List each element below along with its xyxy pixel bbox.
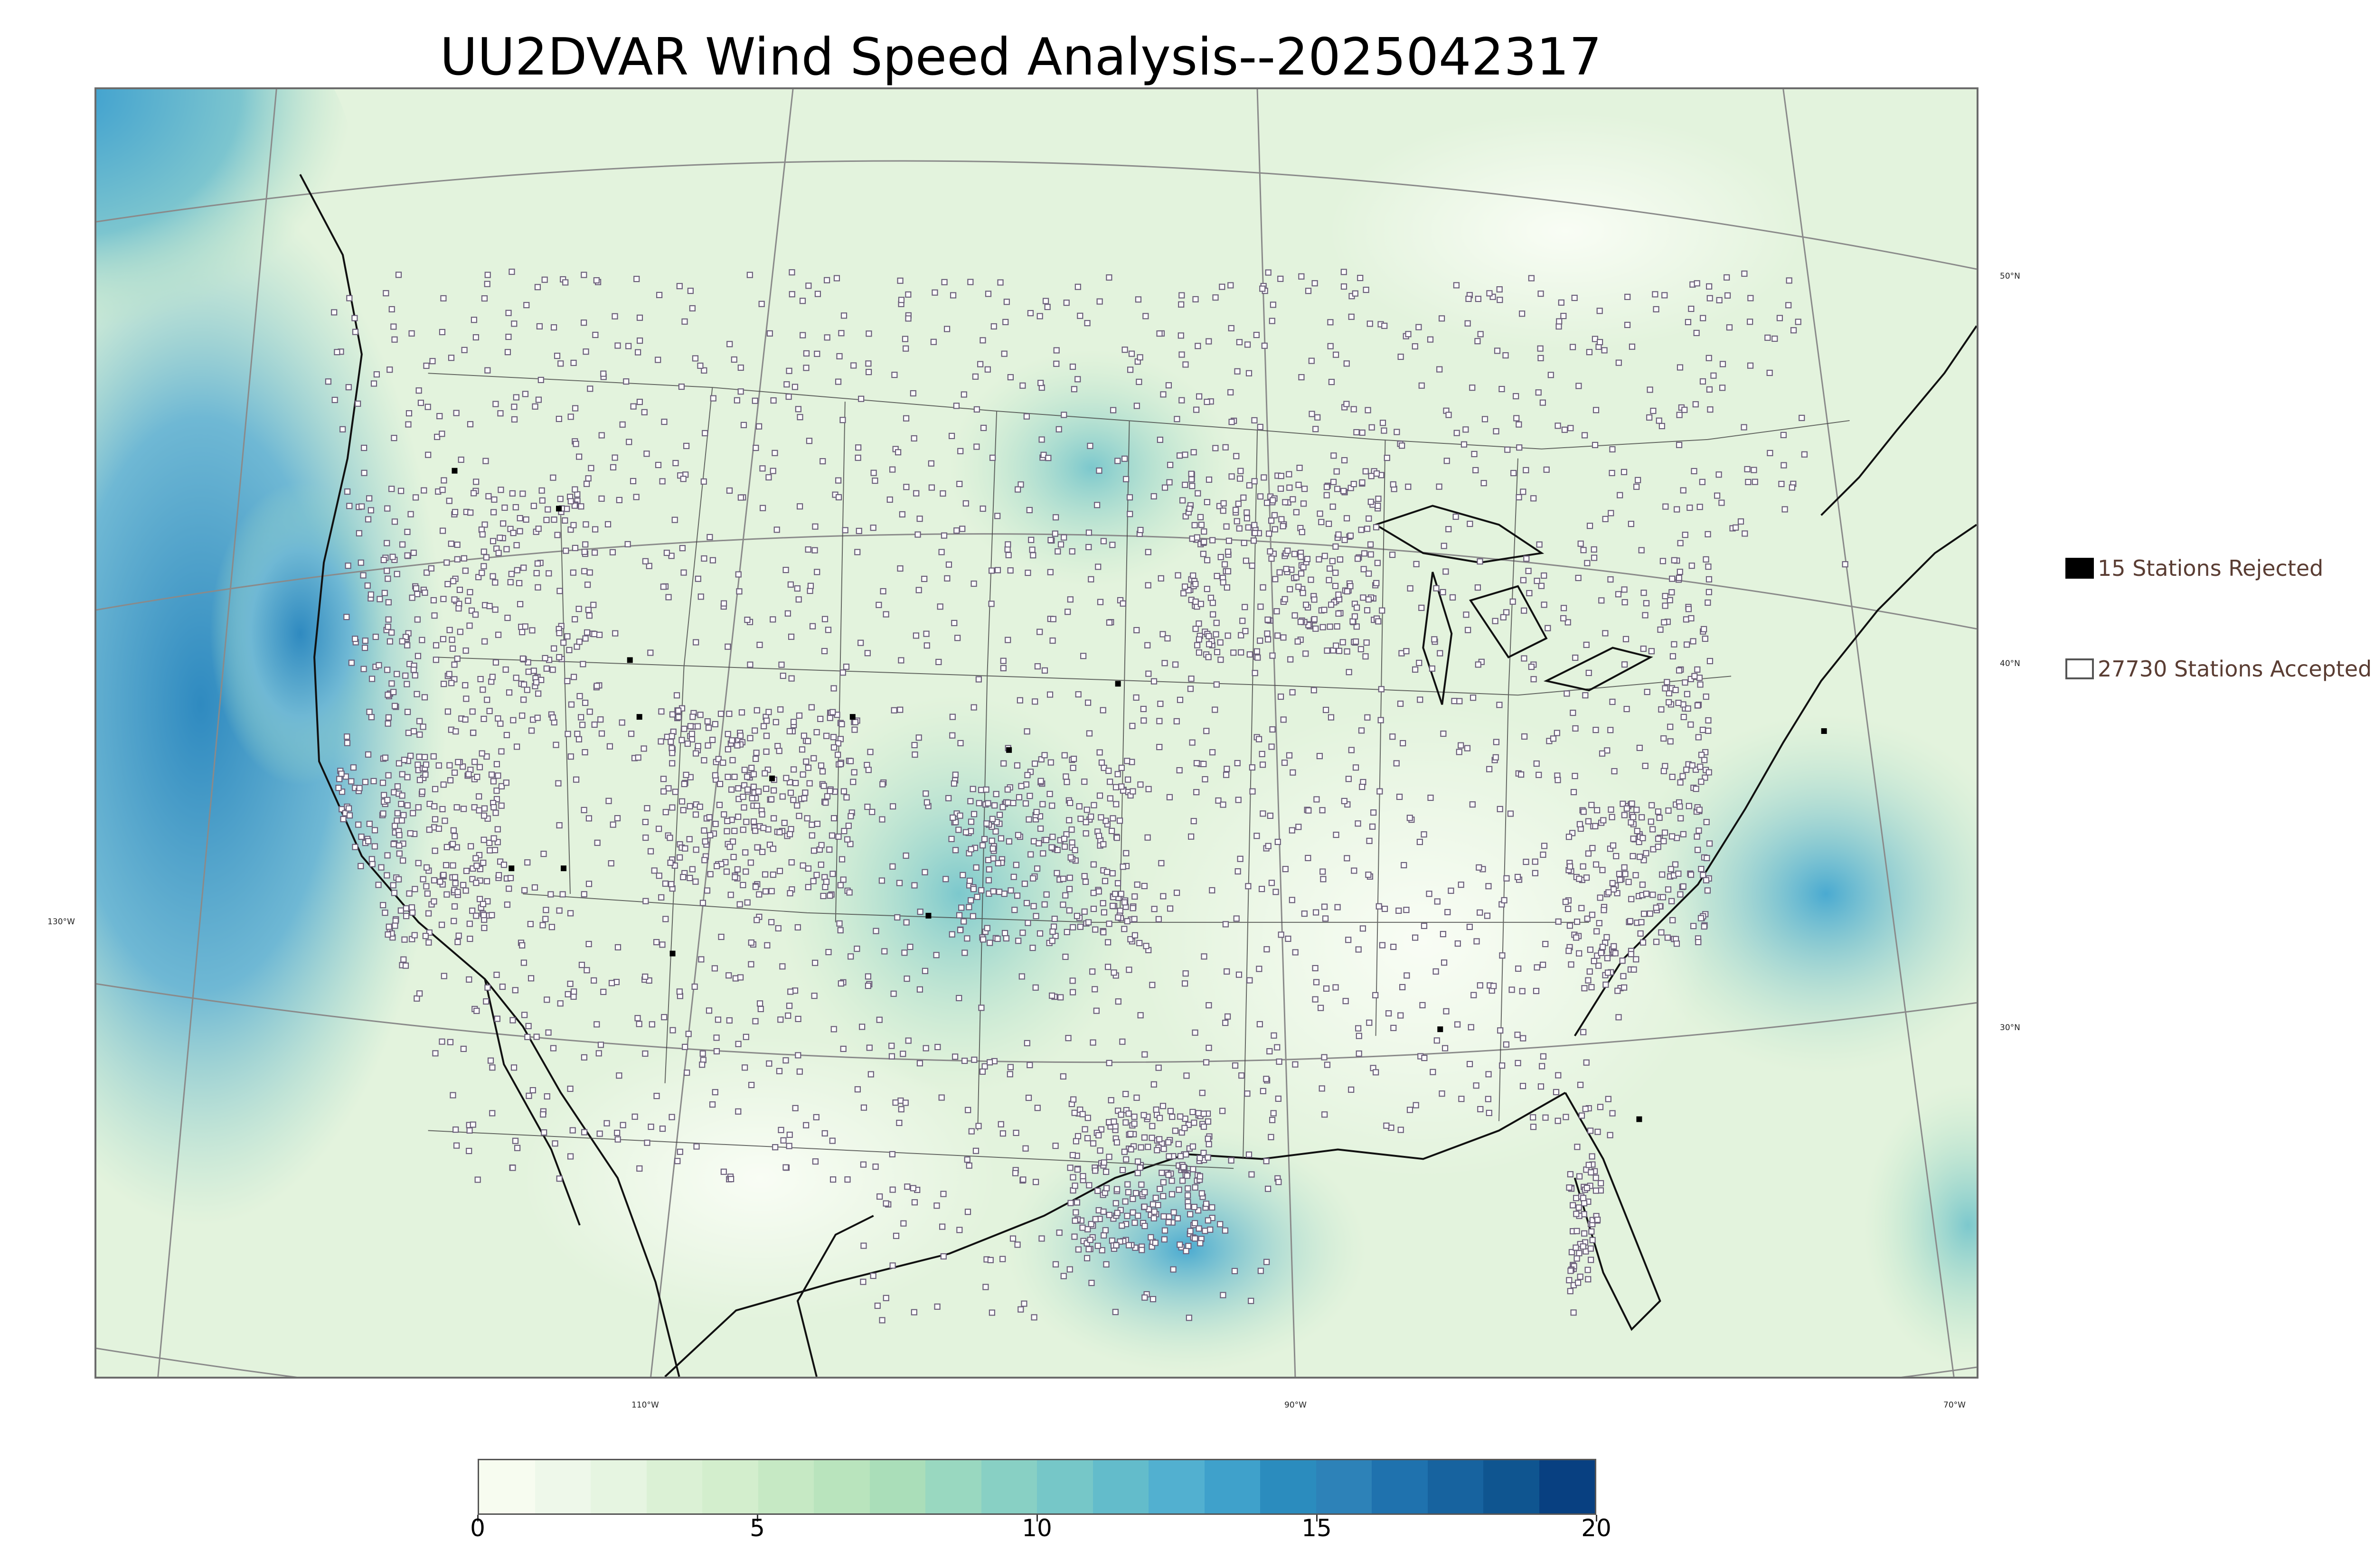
legend-rejected: 15 Stations Rejected xyxy=(2065,555,2323,581)
stations-rejected-layer xyxy=(452,468,1827,1122)
colorbar-segment xyxy=(869,1460,925,1513)
colorbar-segment xyxy=(1260,1460,1316,1513)
legend-accepted-label: 27730 Stations Accepted xyxy=(2098,656,2372,682)
colorbar-segment xyxy=(758,1460,814,1513)
colorbar-tick-label: 10 xyxy=(1022,1514,1052,1542)
colorbar-segment xyxy=(1204,1460,1260,1513)
colorbar-tick-label: 5 xyxy=(750,1514,765,1542)
colorbar-segment xyxy=(1316,1460,1372,1513)
colorbar-tick xyxy=(757,1515,758,1521)
colorbar-segment xyxy=(702,1460,758,1513)
stations-accepted-layer xyxy=(325,268,1848,1324)
colorbar-segment xyxy=(535,1460,591,1513)
colorbar-segment xyxy=(591,1460,647,1513)
colorbar-tick-label: 15 xyxy=(1301,1514,1332,1542)
lon-label-110w: 110°W xyxy=(631,1400,659,1410)
great-lakes xyxy=(1373,505,1653,705)
lat-label-40n: 40°N xyxy=(2000,659,2020,668)
colorbar-segment xyxy=(1037,1460,1093,1513)
wind-speed-colorbar xyxy=(478,1459,1596,1515)
colorbar-segment xyxy=(814,1460,870,1513)
colorbar-tick xyxy=(477,1515,479,1521)
lat-label-30n: 30°N xyxy=(2000,1023,2020,1033)
colorbar-tick xyxy=(1316,1515,1318,1521)
colorbar-tick-label: 20 xyxy=(1581,1514,1611,1542)
colorbar-segment xyxy=(925,1460,981,1513)
lat-label-50n: 50°N xyxy=(2000,272,2020,281)
colorbar-segment xyxy=(1149,1460,1205,1513)
colorbar-segment xyxy=(1093,1460,1149,1513)
legend-accepted: 27730 Stations Accepted xyxy=(2065,656,2372,682)
coastline xyxy=(299,174,1977,1377)
accepted-station-swatch xyxy=(2065,658,2094,679)
colorbar-segment xyxy=(1483,1460,1539,1513)
lon-label-130w: 130°W xyxy=(47,917,75,927)
colorbar-segment xyxy=(479,1460,535,1513)
lon-label-70w: 70°W xyxy=(1943,1400,1966,1410)
colorbar-segment xyxy=(981,1460,1037,1513)
wind-speed-map[interactable] xyxy=(96,89,1977,1377)
colorbar-tick xyxy=(1036,1515,1038,1521)
colorbar-segment xyxy=(1539,1460,1595,1513)
colorbar-tick xyxy=(1596,1515,1597,1521)
colorbar-segment xyxy=(1427,1460,1483,1513)
map-title: UU2DVAR Wind Speed Analysis--2025042317 xyxy=(440,28,1602,87)
lon-label-90w: 90°W xyxy=(1284,1400,1307,1410)
colorbar-segment xyxy=(646,1460,702,1513)
legend-rejected-label: 15 Stations Rejected xyxy=(2098,555,2324,581)
map-panel[interactable] xyxy=(94,87,1978,1379)
colorbar-tick-label: 0 xyxy=(470,1514,485,1542)
colorbar-segment xyxy=(1372,1460,1428,1513)
rejected-station-swatch xyxy=(2065,558,2094,579)
